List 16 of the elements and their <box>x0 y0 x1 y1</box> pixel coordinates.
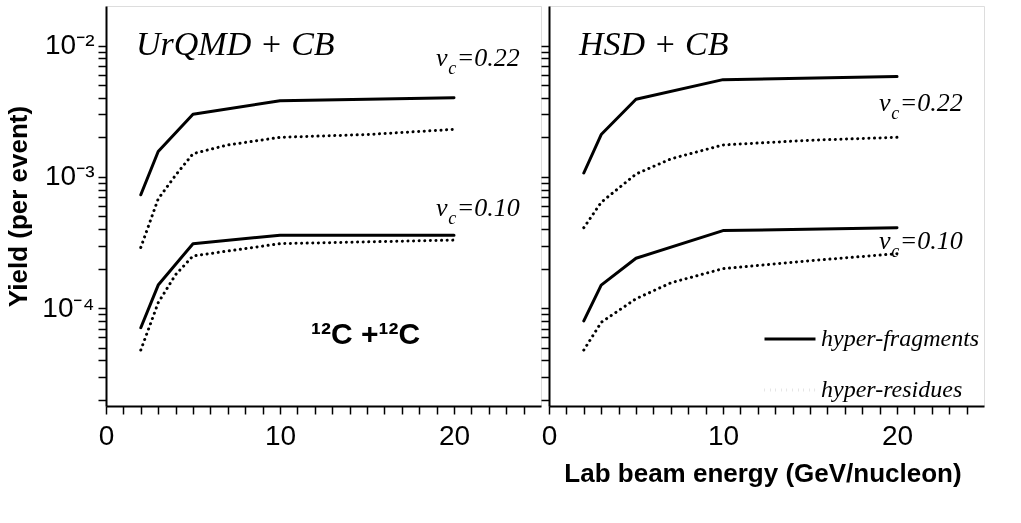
annotation: ¹²C +¹²C <box>311 317 421 350</box>
text: HSD + CB <box>578 25 729 62</box>
y-tick-label: 10⁻² <box>45 29 95 61</box>
x-tick-label: 20 <box>881 419 914 451</box>
legend-label: hyper-fragments <box>821 325 980 351</box>
text: UrQMD + CB <box>136 25 335 62</box>
x-tick-label: 0 <box>98 419 115 451</box>
x-tick-label: 0 <box>541 419 558 451</box>
x-tick-label: 10 <box>264 419 297 451</box>
legend-label: hyper-residues <box>821 376 963 402</box>
y-axis-title: Yield (per event) <box>3 105 34 308</box>
y-tick-label: 10⁻⁴ <box>42 291 95 323</box>
y-tick-label: 10⁻³ <box>45 160 95 192</box>
x-tick-label: 20 <box>438 419 471 451</box>
x-tick-label: 10 <box>707 419 740 451</box>
x-axis-title: Lab beam energy (GeV/nucleon) <box>564 457 962 488</box>
